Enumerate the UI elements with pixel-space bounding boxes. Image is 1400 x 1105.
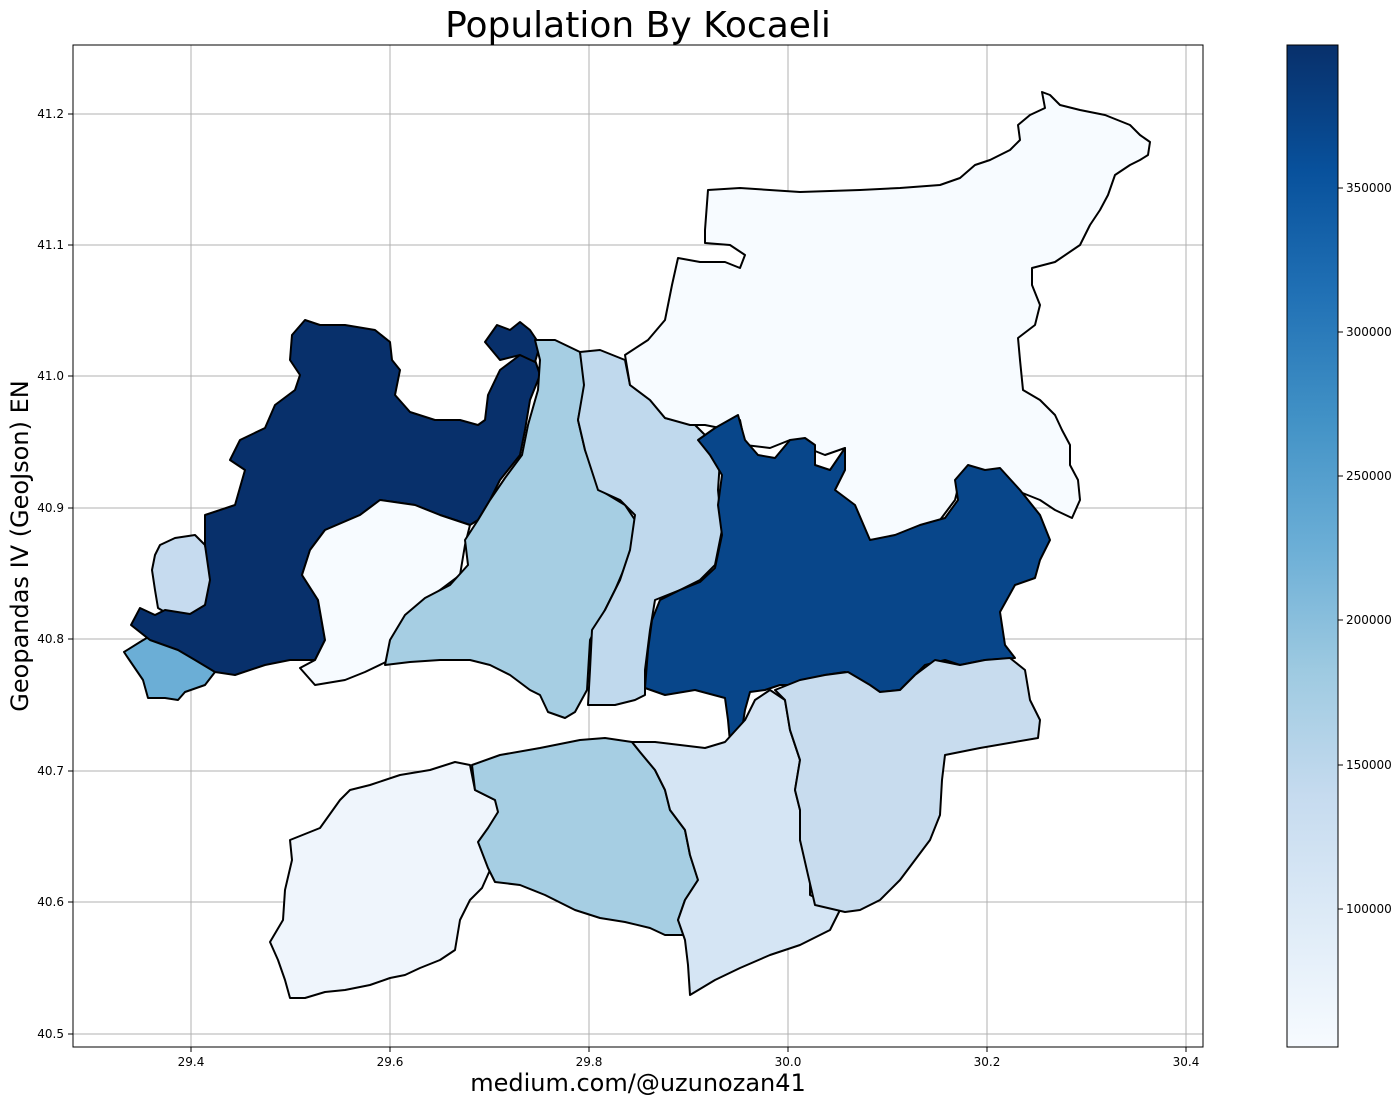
colorbar-tick-label: 200000	[1346, 613, 1392, 627]
colorbar-tick-label: 250000	[1346, 469, 1392, 483]
colorbar: 100000 150000 200000 250000 300000 35000…	[1286, 44, 1392, 1048]
district-south-east-a	[631, 689, 841, 996]
district-south-east-b	[774, 657, 1041, 913]
colorbar-tick-label: 150000	[1346, 758, 1392, 772]
y-axis-label: Geopandas IV (GeoJson) EN	[6, 380, 34, 711]
x-tick-label: 29.8	[576, 1055, 603, 1069]
x-tick-label: 29.6	[377, 1055, 404, 1069]
x-tick-label: 30.2	[974, 1055, 1001, 1069]
x-tick-label: 29.4	[178, 1055, 205, 1069]
colorbar-tick-label: 300000	[1346, 325, 1392, 339]
y-tick-label: 40.7	[37, 764, 64, 778]
district-north-peninsula	[484, 321, 541, 363]
x-tick-label: 30.0	[775, 1055, 802, 1069]
plot-frame	[72, 44, 1204, 1048]
x-axis-label: medium.com/@uzunozan41	[470, 1069, 806, 1097]
y-tick-label: 41.2	[37, 107, 64, 121]
y-tick-label: 40.6	[37, 895, 64, 909]
y-tick-label: 40.5	[37, 1027, 64, 1041]
y-tick-label: 40.8	[37, 632, 64, 646]
y-tick-label: 40.9	[37, 501, 64, 515]
x-tick-label: 30.4	[1173, 1055, 1200, 1069]
y-tick-label: 41.1	[37, 238, 64, 252]
colorbar-gradient	[1286, 44, 1339, 1048]
y-axis: 40.5 40.6 40.7 40.8 40.9 41.0 41.1 41.2	[37, 107, 73, 1041]
y-tick-label: 41.0	[37, 369, 64, 383]
colorbar-tick-label: 100000	[1346, 902, 1392, 916]
colorbar-tick-label: 350000	[1346, 181, 1392, 195]
x-axis: 29.4 29.6 29.8 30.0 30.2 30.4	[178, 1047, 1200, 1069]
chart-title: Population By Kocaeli	[445, 5, 831, 46]
